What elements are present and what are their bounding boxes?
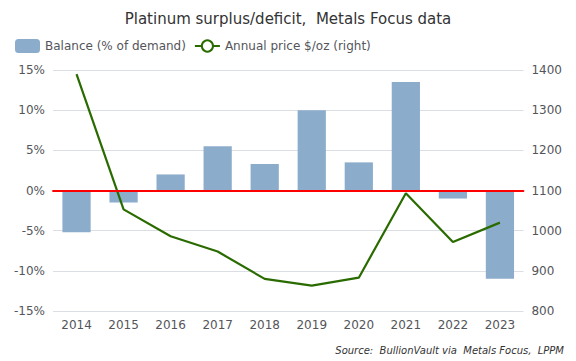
svg-text:Balance (% of demand): Balance (% of demand): [45, 39, 186, 53]
svg-text:-5%: -5%: [22, 224, 45, 238]
svg-text:1100: 1100: [531, 184, 562, 198]
svg-text:2021: 2021: [391, 318, 422, 332]
svg-text:0%: 0%: [26, 184, 45, 198]
svg-text:900: 900: [531, 264, 554, 278]
svg-text:5%: 5%: [26, 143, 45, 157]
svg-text:1300: 1300: [531, 103, 562, 117]
svg-text:2018: 2018: [249, 318, 280, 332]
svg-text:Annual price $/oz (right): Annual price $/oz (right): [225, 39, 371, 53]
svg-text:800: 800: [531, 304, 554, 318]
svg-text:15%: 15%: [18, 63, 45, 77]
svg-text:10%: 10%: [18, 103, 45, 117]
svg-text:2014: 2014: [61, 318, 92, 332]
svg-text:2022: 2022: [438, 318, 469, 332]
svg-text:2015: 2015: [108, 318, 139, 332]
svg-text:2020: 2020: [344, 318, 375, 332]
svg-text:1200: 1200: [531, 143, 562, 157]
svg-text:-15%: -15%: [14, 304, 45, 318]
svg-text:Platinum surplus/deficit, Met: Platinum surplus/deficit, Metals Focus d…: [125, 10, 452, 28]
svg-text:-10%: -10%: [14, 264, 45, 278]
svg-text:2017: 2017: [202, 318, 233, 332]
svg-text:Source: BullionVault via Met: Source: BullionVault via Metals Focus, L…: [335, 345, 564, 356]
svg-text:2016: 2016: [155, 318, 186, 332]
svg-text:2023: 2023: [485, 318, 516, 332]
svg-text:2019: 2019: [296, 318, 327, 332]
svg-text:1400: 1400: [531, 63, 562, 77]
svg-text:1000: 1000: [531, 224, 562, 238]
